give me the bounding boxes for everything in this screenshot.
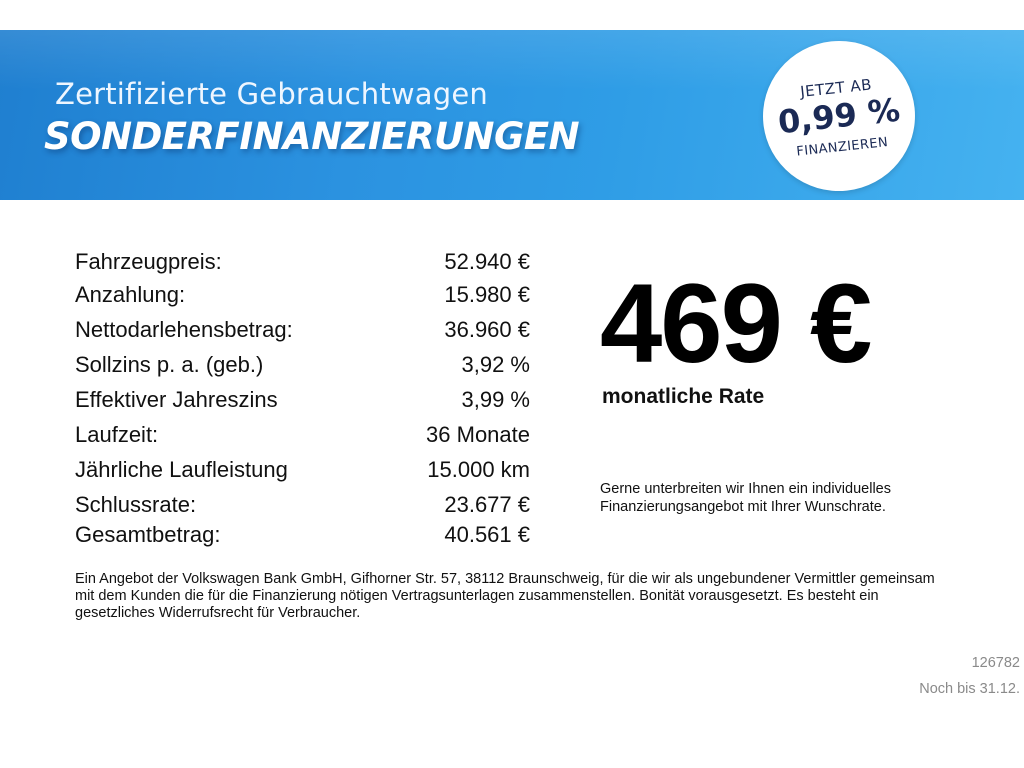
term-value: 52.940 €	[444, 249, 530, 274]
term-row: Sollzins p. a. (geb.) 3,92 %	[75, 352, 530, 382]
term-row: Jährliche Laufleistung 15.000 km	[75, 457, 530, 487]
term-value: 3,99 %	[461, 387, 531, 412]
term-value: 36 Monate	[426, 422, 530, 447]
term-label: Laufzeit:	[75, 422, 159, 447]
term-value: 40.561 €	[444, 522, 530, 547]
validity-note: Noch bis 31.12.	[919, 681, 1020, 697]
term-row: Laufzeit: 36 Monate	[75, 422, 530, 452]
term-label: Effektiver Jahreszins	[75, 387, 278, 412]
term-row: Gesamtbetrag: 40.561 €	[75, 522, 530, 552]
term-label: Anzahlung:	[75, 282, 186, 307]
term-row: Anzahlung: 15.980 €	[75, 282, 530, 312]
term-value: 15.980 €	[444, 282, 530, 307]
term-row: Schlussrate: 23.677 €	[75, 492, 530, 522]
term-label: Gesamtbetrag:	[75, 522, 221, 547]
monthly-rate-label: monatliche Rate	[602, 385, 765, 408]
banner-title: SONDERFINANZIERUNGEN	[44, 115, 580, 158]
term-label: Jährliche Laufleistung	[75, 457, 288, 482]
term-value: 3,92 %	[461, 352, 531, 377]
term-row: Fahrzeugpreis: 52.940 €	[75, 249, 530, 279]
legal-disclaimer: Ein Angebot der Volkswagen Bank GmbH, Gi…	[75, 571, 935, 621]
header-banner: Zertifizierte Gebrauchtwagen SONDERFINAN…	[0, 30, 1024, 200]
term-value: 23.677 €	[444, 492, 530, 517]
term-value: 15.000 km	[427, 457, 530, 482]
offer-note: Gerne unterbreiten wir Ihnen ein individ…	[600, 481, 891, 515]
term-label: Sollzins p. a. (geb.)	[75, 352, 264, 377]
monthly-rate-amount: 469 €	[600, 261, 872, 386]
term-label: Nettodarlehensbetrag:	[75, 317, 293, 342]
banner-subtitle: Zertifizierte Gebrauchtwagen	[55, 77, 489, 111]
term-row: Nettodarlehensbetrag: 36.960 €	[75, 317, 530, 347]
term-value: 36.960 €	[444, 317, 530, 342]
rate-badge: JETZT AB 0,99 % FINANZIEREN	[755, 33, 923, 199]
term-label: Fahrzeugpreis:	[75, 249, 222, 274]
reference-number: 126782	[971, 655, 1020, 671]
term-row: Effektiver Jahreszins 3,99 %	[75, 387, 530, 417]
term-label: Schlussrate:	[75, 492, 197, 517]
